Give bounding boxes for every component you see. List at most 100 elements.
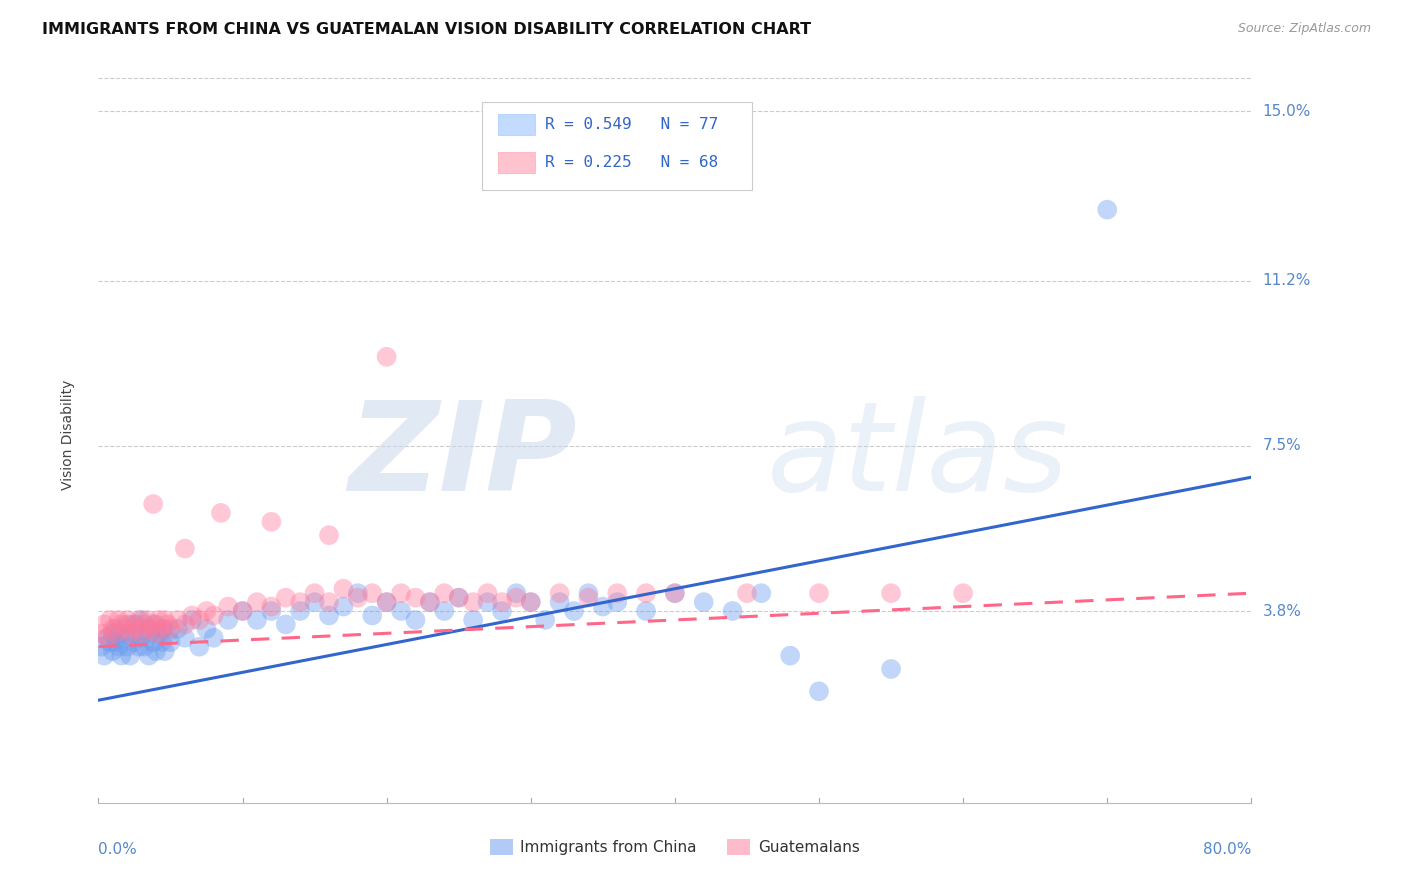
Text: ZIP: ZIP	[349, 396, 576, 517]
Point	[260, 599, 283, 614]
Point	[578, 586, 600, 600]
Point	[505, 586, 527, 600]
Point	[131, 626, 153, 640]
Point	[361, 608, 384, 623]
Point	[477, 586, 499, 600]
Point	[636, 604, 658, 618]
Y-axis label: Vision Disability: Vision Disability	[60, 380, 75, 490]
Point	[389, 586, 412, 600]
Point	[779, 648, 801, 663]
Point	[375, 595, 398, 609]
Point	[664, 586, 686, 600]
Point	[136, 622, 159, 636]
Point	[405, 591, 427, 605]
Text: 80.0%: 80.0%	[1204, 842, 1251, 856]
Point	[148, 613, 170, 627]
Point	[128, 640, 150, 654]
Point	[166, 622, 188, 636]
Point	[447, 591, 470, 605]
Point	[195, 604, 218, 618]
Point	[120, 648, 142, 663]
Point	[260, 515, 283, 529]
Point	[290, 595, 312, 609]
Point	[346, 586, 368, 600]
Point	[93, 648, 115, 663]
Point	[202, 631, 225, 645]
Point	[120, 626, 142, 640]
Point	[202, 608, 225, 623]
Point	[751, 586, 773, 600]
Point	[433, 586, 456, 600]
Point	[461, 595, 484, 609]
Point	[808, 684, 831, 698]
Point	[491, 604, 513, 618]
Point	[117, 617, 139, 632]
Point	[112, 631, 135, 645]
Point	[318, 608, 340, 623]
Point	[131, 631, 153, 645]
Point	[104, 635, 127, 649]
Point	[520, 595, 543, 609]
Point	[808, 586, 831, 600]
Point	[148, 626, 170, 640]
Point	[217, 599, 239, 614]
Point	[209, 506, 232, 520]
Point	[101, 622, 124, 636]
Point	[108, 626, 131, 640]
Legend: Immigrants from China, Guatemalans: Immigrants from China, Guatemalans	[484, 833, 866, 862]
Point	[101, 626, 124, 640]
Point	[188, 640, 211, 654]
Point	[880, 662, 903, 676]
Point	[153, 644, 176, 658]
Point	[107, 613, 129, 627]
Point	[217, 613, 239, 627]
Point	[405, 613, 427, 627]
Point	[188, 613, 211, 627]
Point	[174, 617, 197, 632]
Point	[104, 622, 127, 636]
Point	[419, 595, 441, 609]
Point	[145, 644, 167, 658]
Point	[98, 635, 121, 649]
Point	[152, 622, 174, 636]
Point	[112, 622, 135, 636]
Point	[181, 613, 204, 627]
Point	[246, 613, 269, 627]
Point	[260, 604, 283, 618]
Point	[477, 595, 499, 609]
Point	[142, 617, 165, 632]
Point	[117, 613, 139, 627]
Point	[136, 613, 159, 627]
Point	[139, 622, 162, 636]
Point	[124, 635, 146, 649]
Point	[447, 591, 470, 605]
Point	[290, 604, 312, 618]
Point	[101, 644, 124, 658]
Point	[110, 617, 132, 632]
Point	[721, 604, 744, 618]
Point	[1097, 202, 1119, 217]
Text: IMMIGRANTS FROM CHINA VS GUATEMALAN VISION DISABILITY CORRELATION CHART: IMMIGRANTS FROM CHINA VS GUATEMALAN VISI…	[42, 22, 811, 37]
Point	[139, 626, 162, 640]
Point	[153, 613, 176, 627]
Point	[346, 591, 368, 605]
Point	[880, 586, 903, 600]
FancyBboxPatch shape	[499, 114, 536, 135]
Text: atlas: atlas	[768, 396, 1069, 517]
Point	[361, 586, 384, 600]
Point	[122, 626, 145, 640]
Point	[578, 591, 600, 605]
Point	[142, 635, 165, 649]
Point	[150, 635, 173, 649]
Point	[246, 595, 269, 609]
Text: 7.5%: 7.5%	[1263, 439, 1301, 453]
Point	[138, 648, 160, 663]
Point	[520, 595, 543, 609]
Point	[304, 595, 326, 609]
FancyBboxPatch shape	[482, 103, 752, 190]
Point	[433, 604, 456, 618]
Point	[131, 613, 153, 627]
Point	[156, 626, 179, 640]
Point	[159, 622, 181, 636]
Point	[174, 541, 197, 556]
